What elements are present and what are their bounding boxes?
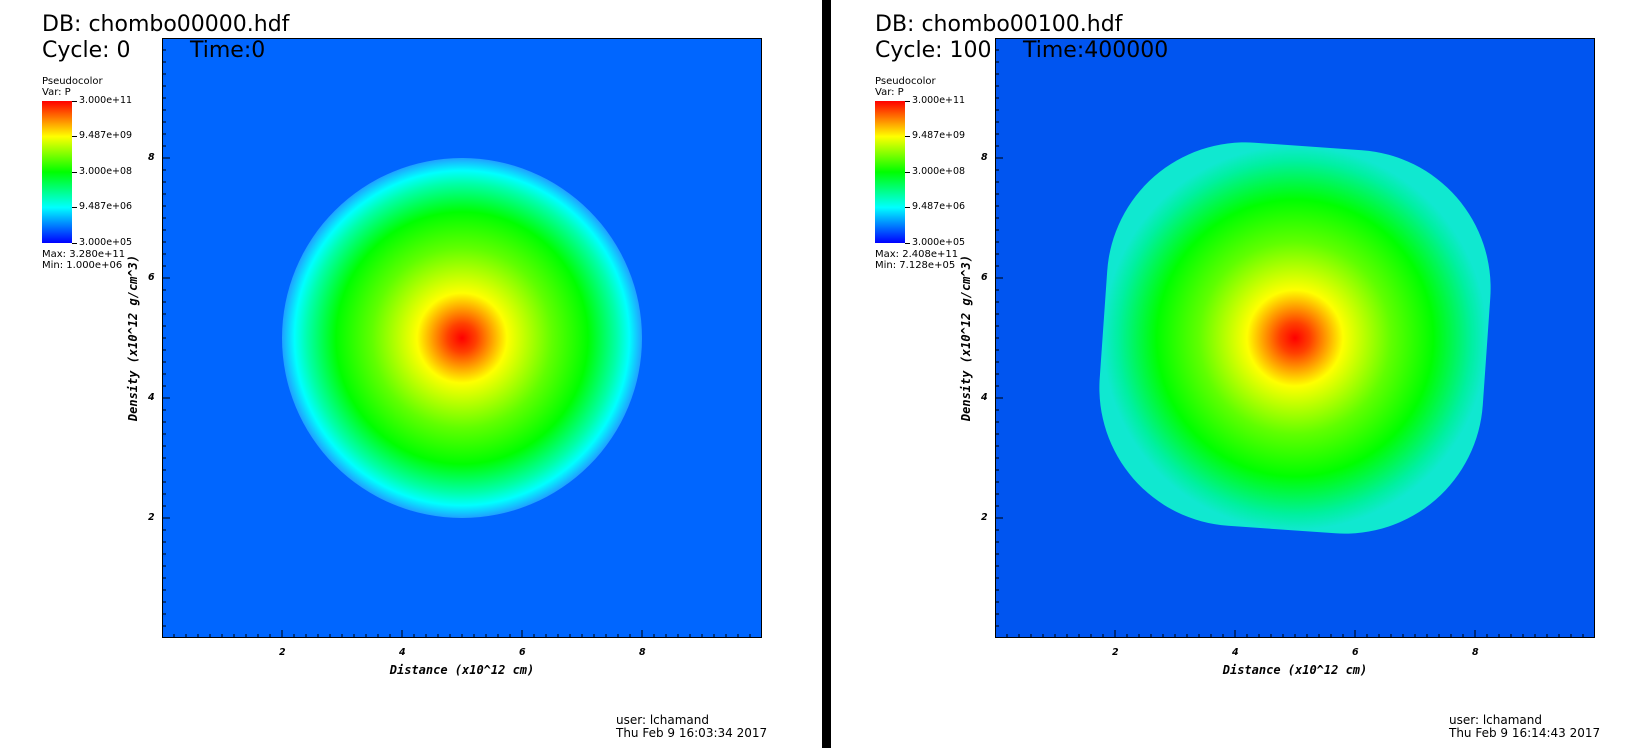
legend-tick-label: 3.000e+08	[79, 166, 133, 177]
legend-tick-label: 9.487e+09	[79, 130, 133, 141]
legend-tick-mark	[72, 172, 77, 173]
x-tick-label: 8	[1472, 647, 1479, 658]
y-axis-label: Density (x10^12 g/cm^3)	[959, 254, 973, 422]
cycle-label: Cycle: 0	[42, 38, 131, 63]
legend-tick-mark	[72, 101, 77, 102]
x-tick-label: 2	[1112, 647, 1119, 658]
x-tick-label: 4	[399, 647, 406, 658]
legend-tick-label: 9.487e+06	[79, 201, 133, 212]
legend-colorbar	[42, 101, 72, 243]
legend-min: Min: 1.000e+06	[42, 260, 123, 271]
legend-tick-mark	[72, 207, 77, 208]
panel-divider	[822, 0, 831, 748]
heatmap-plot	[995, 38, 1595, 638]
legend-tick-mark	[905, 207, 910, 208]
y-tick-label: 2	[981, 512, 988, 523]
legend-tick-mark	[905, 136, 910, 137]
legend-max: Max: 3.280e+11	[42, 249, 126, 260]
legend-type: Pseudocolor	[875, 76, 936, 87]
db-title: DB: chombo00000.hdf	[42, 12, 290, 37]
plot-panel-cycle-100: DB: chombo00100.hdf Cycle: 100 Time:4000…	[833, 0, 1613, 748]
x-axis-label: Distance (x10^12 cm)	[389, 663, 535, 677]
y-tick-label: 4	[981, 392, 988, 403]
x-axis-label: Distance (x10^12 cm)	[1222, 663, 1368, 677]
legend-tick-mark	[905, 172, 910, 173]
legend-tick-label: 3.000e+08	[912, 166, 966, 177]
y-tick-label: 8	[148, 152, 155, 163]
legend-tick-mark	[72, 136, 77, 137]
time-label: Time:400000	[1023, 38, 1169, 63]
legend-var: Var: P	[42, 87, 71, 98]
y-tick-label: 2	[148, 512, 155, 523]
legend-min: Min: 7.128e+05	[875, 260, 956, 271]
legend-tick-label: 9.487e+06	[912, 201, 966, 212]
legend-tick-mark	[72, 243, 77, 244]
plot-panel-cycle-0: DB: chombo00000.hdf Cycle: 0 Time:0 Pseu…	[0, 0, 780, 748]
cycle-label: Cycle: 100	[875, 38, 992, 63]
y-axis-label: Density (x10^12 g/cm^3)	[126, 254, 140, 422]
legend-tick-mark	[905, 243, 910, 244]
legend-colorbar	[875, 101, 905, 243]
legend-type: Pseudocolor	[42, 76, 103, 87]
y-tick-label: 4	[148, 392, 155, 403]
legend-tick-label: 3.000e+05	[912, 237, 966, 248]
timestamp: Thu Feb 9 16:14:43 2017	[1449, 726, 1601, 740]
timestamp: Thu Feb 9 16:03:34 2017	[616, 726, 768, 740]
y-tick-label: 6	[148, 272, 155, 283]
x-tick-label: 6	[519, 647, 526, 658]
y-tick-label: 8	[981, 152, 988, 163]
x-tick-label: 4	[1232, 647, 1239, 658]
y-tick-label: 6	[981, 272, 988, 283]
x-tick-label: 8	[639, 647, 646, 658]
user-label: user: lchamand	[616, 713, 709, 727]
x-tick-label: 2	[279, 647, 286, 658]
legend-var: Var: P	[875, 87, 904, 98]
time-label: Time:0	[190, 38, 266, 63]
db-title: DB: chombo00100.hdf	[875, 12, 1123, 37]
density-region	[1099, 142, 1491, 534]
legend-tick-label: 9.487e+09	[912, 130, 966, 141]
legend-tick-label: 3.000e+05	[79, 237, 133, 248]
density-region	[282, 158, 642, 518]
legend-max: Max: 2.408e+11	[875, 249, 959, 260]
legend-tick-label: 3.000e+11	[912, 95, 966, 106]
heatmap-plot	[162, 38, 762, 638]
legend-tick-label: 3.000e+11	[79, 95, 133, 106]
legend-tick-mark	[905, 101, 910, 102]
x-tick-label: 6	[1352, 647, 1359, 658]
user-label: user: lchamand	[1449, 713, 1542, 727]
